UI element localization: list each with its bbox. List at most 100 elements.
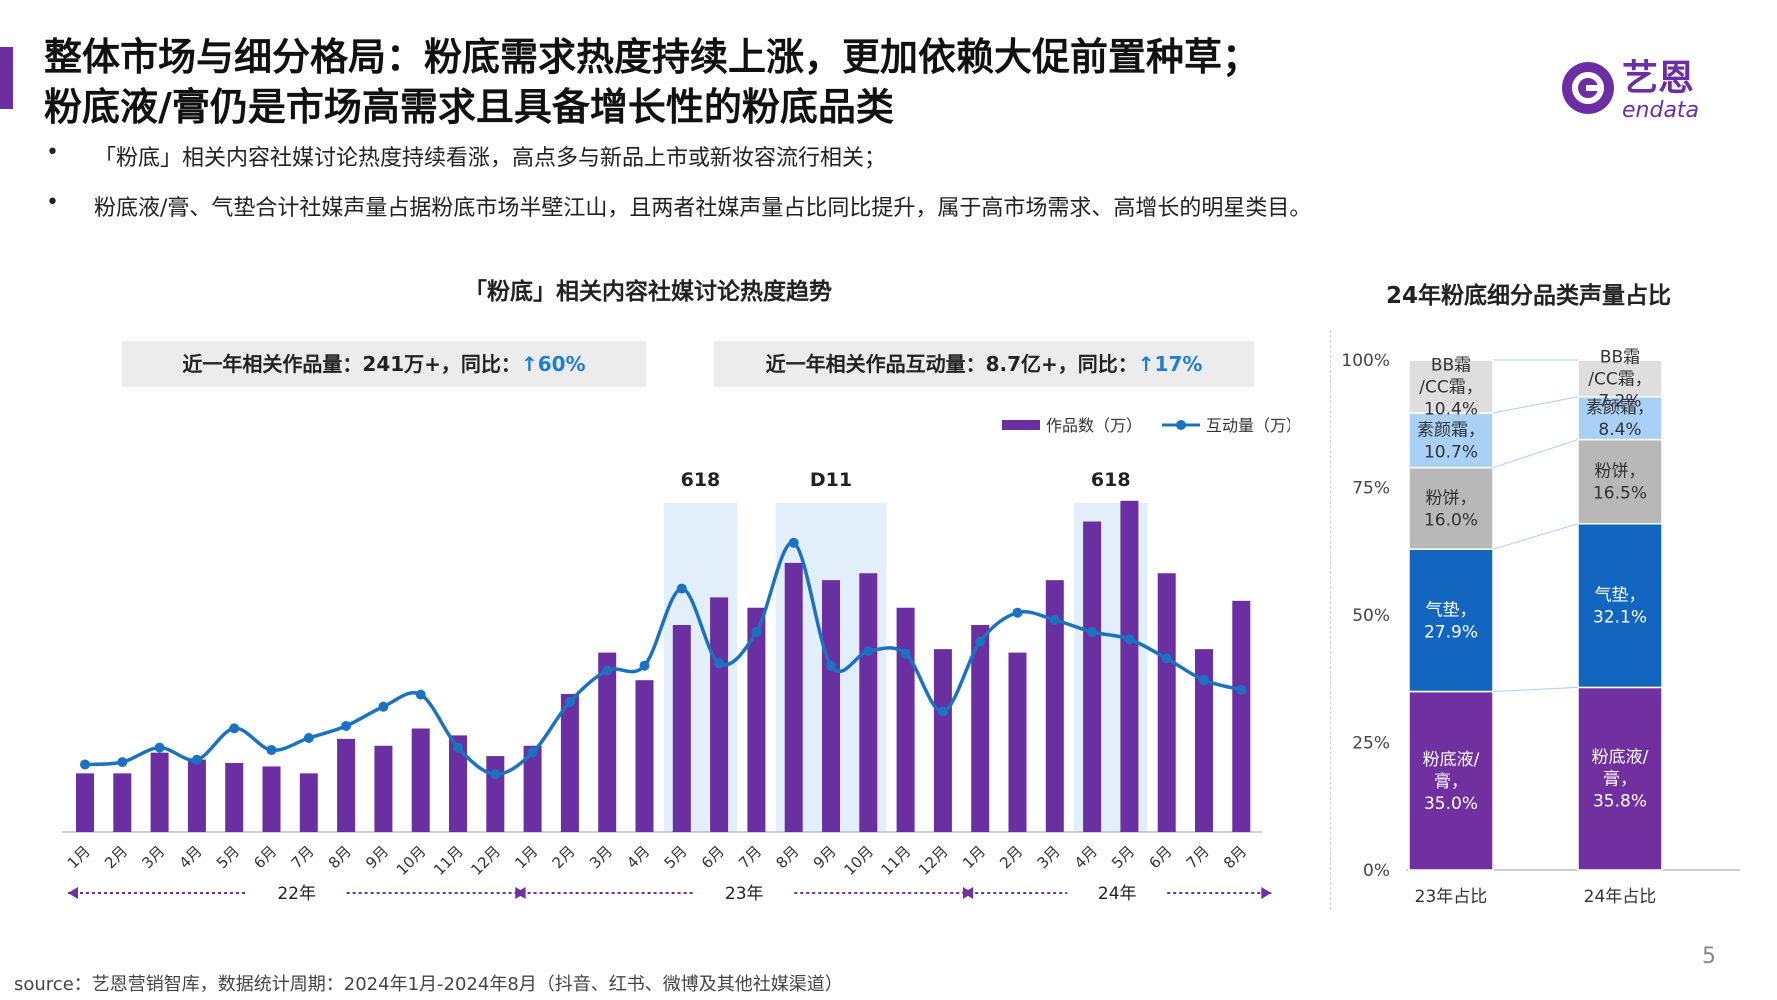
bar (1195, 649, 1213, 832)
line-point (80, 759, 90, 770)
bullet-list: • 「粉底」相关内容社媒讨论热度持续看涨，高点多与新品上市或新妆容流行相关； •… (46, 140, 1311, 240)
bar (1008, 652, 1027, 832)
x-tick-label: 3月 (1034, 842, 1064, 872)
x-tick-label: 4月 (1071, 842, 1101, 872)
x-tick-label: 6月 (698, 842, 728, 872)
bar (933, 649, 952, 832)
bar (262, 766, 281, 832)
stack-segment (1408, 412, 1494, 469)
bullet-item: • 「粉底」相关内容社媒讨论热度持续看涨，高点多与新品上市或新妆容流行相关； (46, 140, 1311, 172)
segment-label: 粉底液/膏， 35.0% (1423, 750, 1480, 814)
x-tick-label: 10月 (840, 842, 877, 879)
x-tick-label: 4月 (176, 842, 206, 872)
source-note: source：艺恩营销智库，数据统计周期：2024年1月-2024年8月（抖音、… (14, 974, 843, 995)
x-tick-label: 6月 (250, 842, 280, 872)
bar (784, 562, 803, 832)
line-point (1124, 634, 1135, 645)
x-tick-label: 1月 (511, 842, 541, 872)
brand-logo: 艺恩 endata (1562, 58, 1699, 123)
y-tick-label: 100% (1341, 351, 1390, 371)
y-tick-label: 0% (1363, 861, 1390, 881)
year-range-arrow (68, 887, 78, 899)
line-point (191, 754, 202, 765)
y-tick-label: 75% (1352, 479, 1390, 499)
segment-label: 气垫， 27.9% (1424, 600, 1478, 642)
line-point (863, 646, 874, 657)
chart-legend: 作品数（万） 互动量（万） (1002, 416, 1290, 435)
bar (672, 625, 691, 832)
bar (411, 728, 430, 832)
line-point (975, 636, 986, 647)
line-point (229, 723, 240, 734)
stat-box-works: 近一年相关作品量：241万+，同比：↑60% (122, 341, 646, 387)
bar (150, 752, 169, 832)
stack-segment (1408, 690, 1494, 871)
x-tick-label: 11月 (430, 842, 467, 879)
x-tick-label: 9月 (362, 842, 392, 872)
year-range-arrow (515, 887, 526, 899)
bar (747, 607, 766, 832)
line-point (490, 769, 501, 780)
bullet-text: 粉底液/膏、气垫合计社媒声量占据粉底市场半壁江山，且两者社媒声量占比同比提升，属… (94, 196, 1312, 221)
stack-segment (1577, 686, 1663, 871)
y-tick-label: 50% (1352, 606, 1390, 626)
bar (1120, 500, 1139, 832)
segment-label: BB霜/CC霜， 7.2% (1588, 347, 1651, 411)
bar (635, 680, 654, 832)
x-tick-label: 5月 (1108, 842, 1138, 872)
x-tick-label: 8月 (325, 842, 355, 872)
legend-swatch-works (1002, 420, 1040, 430)
stat-interactions-growth: ↑17% (1137, 352, 1203, 376)
bar (187, 759, 206, 832)
bar (337, 738, 356, 832)
line-point (453, 742, 463, 753)
segment-label: 气垫， 32.1% (1593, 586, 1647, 628)
year-range-arrow (963, 887, 974, 899)
x-tick-label: 5月 (213, 842, 243, 872)
bar (710, 597, 729, 832)
line-point (826, 660, 836, 671)
bar (896, 607, 915, 832)
bar (1083, 521, 1102, 832)
category-stack-chart: 0% 25% 50% 75% 100% 粉底液/膏， 35.0% 气垫， 27.9% 粉饼， 16.… (1341, 347, 1740, 907)
line-point (714, 658, 725, 669)
segment-label: 素颜霜， 8.4% (1586, 398, 1654, 440)
trend-chart-title: 「粉底」相关内容社媒讨论热度趋势 (464, 279, 832, 305)
x-category-label: 23年占比 (1415, 887, 1488, 907)
x-tick-label: 9月 (810, 842, 840, 872)
line-point (341, 720, 352, 731)
bar (1232, 600, 1251, 832)
segment-connector (1492, 523, 1579, 550)
page-title-line2: 粉底液/膏仍是市场高需求且具备增长性的粉底品类 (44, 85, 894, 129)
chart-divider (1330, 330, 1331, 910)
line-point (378, 701, 389, 712)
stack-segment (1408, 466, 1494, 550)
line-point (676, 583, 687, 594)
x-tick-label: 4月 (623, 842, 653, 872)
x-tick-label: 7月 (735, 842, 765, 872)
bar (523, 745, 542, 832)
line-point (154, 742, 165, 753)
stack-segment (1408, 548, 1494, 693)
line-point (1012, 607, 1023, 618)
bar (822, 580, 840, 832)
line-point (266, 745, 277, 756)
line-point (1199, 675, 1209, 686)
page-number: 5 (1702, 944, 1716, 969)
x-tick-label: 1月 (64, 842, 94, 872)
segment-label: BB霜/CC霜， 10.4% (1419, 356, 1482, 420)
brand-name: 艺恩 (1622, 58, 1694, 99)
stack-segment (1577, 395, 1663, 441)
highlight-label: D11 (810, 469, 852, 491)
line-point (1236, 684, 1247, 695)
year-range-arrow (1261, 887, 1272, 899)
x-tick-label: 8月 (1220, 842, 1250, 872)
bar (1157, 573, 1176, 832)
x-tick-label: 3月 (586, 842, 616, 872)
stack-segment (1577, 359, 1663, 398)
line-point (117, 757, 128, 768)
line-point (415, 689, 426, 700)
x-tick-label: 12月 (915, 842, 952, 879)
bullet-text: 「粉底」相关内容社媒讨论热度持续看涨，高点多与新品上市或新妆容流行相关； (94, 146, 887, 171)
legend-marker-interactions (1176, 420, 1186, 430)
